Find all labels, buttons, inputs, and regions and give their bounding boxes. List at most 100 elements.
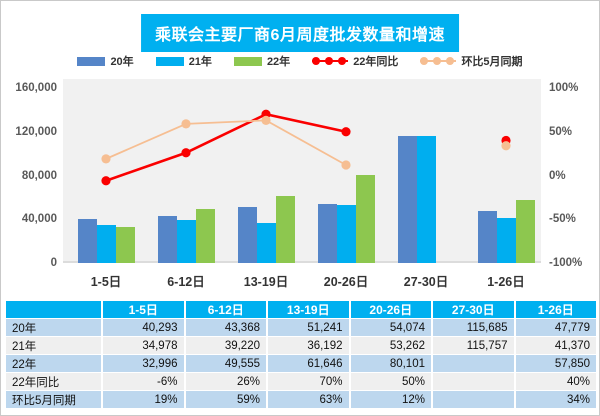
bar-21年-6-12日: [176, 220, 196, 263]
row-label-cell: 环比5月同期: [6, 391, 101, 408]
row-value-cell: 19%: [103, 391, 184, 408]
legend-bar-swatch-icon: [233, 56, 262, 66]
data-table: 1-5日 6-12日 13-19日 20-26日 27-30日 1-26日 20年 40,2…: [4, 300, 598, 409]
row-value-cell: 70%: [268, 373, 349, 390]
bar-22年-13-19日: [275, 195, 295, 263]
table-row: 环比5月同期 19% 59% 63% 12% 34%: [6, 391, 596, 408]
table-row: 22年 32,996 49,555 61,646 80,101 57,850: [6, 355, 596, 372]
row-value-cell: 59%: [185, 391, 266, 408]
right-axis-tick: -100%: [549, 257, 583, 269]
row-label-cell: 22年同比: [6, 373, 101, 390]
chart-title: 乘联会主要厂商6月周度批发数量和增速: [141, 14, 459, 52]
left-axis-tick: 0: [50, 257, 57, 269]
row-value-cell: 26%: [185, 373, 266, 390]
left-axis-tick: 40,000: [21, 213, 57, 226]
row-value-cell: 54,074: [350, 319, 431, 336]
legend-label: 22年同比: [353, 56, 399, 68]
x-axis-label: 20-26日: [323, 275, 369, 289]
row-value-cell: 34%: [515, 391, 596, 408]
legend-bar-swatch-icon: [155, 56, 184, 66]
bar-21年-1-5日: [96, 224, 116, 263]
legend-line-marker-icon: [312, 56, 349, 66]
bar-22年-6-12日: [195, 208, 215, 263]
x-axis-label: 27-30日: [403, 275, 449, 289]
row-value-cell: 115,685: [433, 319, 514, 336]
right-axis-tick: 0%: [549, 169, 566, 182]
legend-label: 21年: [188, 56, 212, 68]
bar-21年-20-26日: [336, 204, 356, 263]
row-value-cell: 61,646: [268, 355, 349, 372]
legend-item-2: 22年: [233, 53, 291, 69]
row-value-cell: 47,779: [515, 319, 596, 336]
row-label-cell: 20年: [6, 319, 101, 336]
legend-item-3: 22年同比: [312, 53, 398, 69]
chart-legend: 20年 21年 22年 22年同比 环比5月同期: [1, 53, 599, 69]
table-row: 22年同比 -6% 26% 70% 50% 40%: [6, 373, 596, 390]
row-label-cell: 22年: [6, 355, 101, 372]
row-value-cell: 80,101: [350, 355, 431, 372]
row-value-cell: 34,978: [103, 337, 184, 354]
table-header-cell: 6-12日: [185, 301, 266, 318]
row-value-cell: 40%: [515, 373, 596, 390]
row-value-cell: 49,555: [185, 355, 266, 372]
legend-label: 环比5月同期: [461, 56, 523, 68]
bar-21年-13-19日: [256, 223, 276, 263]
legend-label: 22年: [266, 56, 291, 68]
row-value-cell: 51,241: [268, 319, 349, 336]
legend-item-1: 21年: [155, 53, 212, 69]
bar-20年-20-26日: [317, 203, 337, 263]
table-header: 1-5日 6-12日 13-19日 20-26日 27-30日 1-26日: [6, 301, 596, 318]
left-axis-tick: 120,000: [15, 125, 57, 138]
row-value-cell: -6%: [103, 373, 184, 390]
x-axis-label: 6-12日: [167, 275, 205, 289]
row-value-cell: 12%: [350, 391, 431, 408]
table-header-cell: [6, 301, 101, 318]
row-value-cell: 39,220: [185, 337, 266, 354]
row-value-cell: 36,192: [268, 337, 349, 354]
right-axis-tick: -50%: [549, 213, 576, 226]
table-header-cell: 13-19日: [268, 301, 349, 318]
legend-item-0: 20年: [77, 53, 134, 69]
row-value-cell: 115,757: [433, 337, 514, 354]
left-axis-tick: 160,000: [15, 82, 57, 94]
bar-20年-1-5日: [77, 218, 97, 263]
table-row: 21年 34,978 39,220 36,192 53,262 115,757 41,370: [6, 337, 596, 354]
row-value-cell: 43,368: [185, 319, 266, 336]
plot-area: [63, 79, 541, 263]
row-value-cell: 41,370: [515, 337, 596, 354]
right-axis-tick: 100%: [549, 82, 579, 94]
x-axis-label: 1-5日: [90, 275, 122, 289]
row-value-cell: 50%: [350, 373, 431, 390]
bar-21年-1-26日: [496, 217, 516, 263]
table-body: 20年 40,293 43,368 51,241 54,074 115,685 47,779…: [6, 319, 596, 408]
right-axis-tick: 50%: [549, 125, 573, 138]
row-value-cell: [433, 373, 514, 390]
bar-20年-13-19日: [237, 206, 257, 263]
legend-item-4: 环比5月同期: [420, 53, 523, 69]
left-axis-tick: 80,000: [21, 169, 57, 182]
legend-bar-swatch-icon: [77, 56, 106, 66]
row-value-cell: 32,996: [103, 355, 184, 372]
bar-20年-6-12日: [157, 215, 177, 263]
x-axis-label: 13-19日: [243, 275, 289, 289]
table-header-cell: 20-26日: [350, 301, 431, 318]
legend-label: 20年: [110, 56, 134, 68]
table-header-cell: 1-26日: [515, 301, 596, 318]
bar-22年-1-5日: [115, 226, 135, 263]
legend-line-marker-icon: [420, 56, 457, 66]
bar-21年-27-30日: [416, 136, 436, 263]
table-header-cell: 1-5日: [103, 301, 184, 318]
table-row: 20年 40,293 43,368 51,241 54,074 115,685 47,779: [6, 319, 596, 336]
bar-22年-20-26日: [355, 175, 375, 263]
row-label-cell: 21年: [6, 337, 101, 354]
bar-22年-1-26日: [515, 199, 535, 263]
row-value-cell: 40,293: [103, 319, 184, 336]
row-value-cell: [433, 355, 514, 372]
bar-20年-27-30日: [397, 136, 417, 263]
row-value-cell: [433, 391, 514, 408]
row-value-cell: 63%: [268, 391, 349, 408]
row-value-cell: 53,262: [350, 337, 431, 354]
x-axis-label: 1-26日: [487, 275, 525, 289]
row-value-cell: 57,850: [515, 355, 596, 372]
